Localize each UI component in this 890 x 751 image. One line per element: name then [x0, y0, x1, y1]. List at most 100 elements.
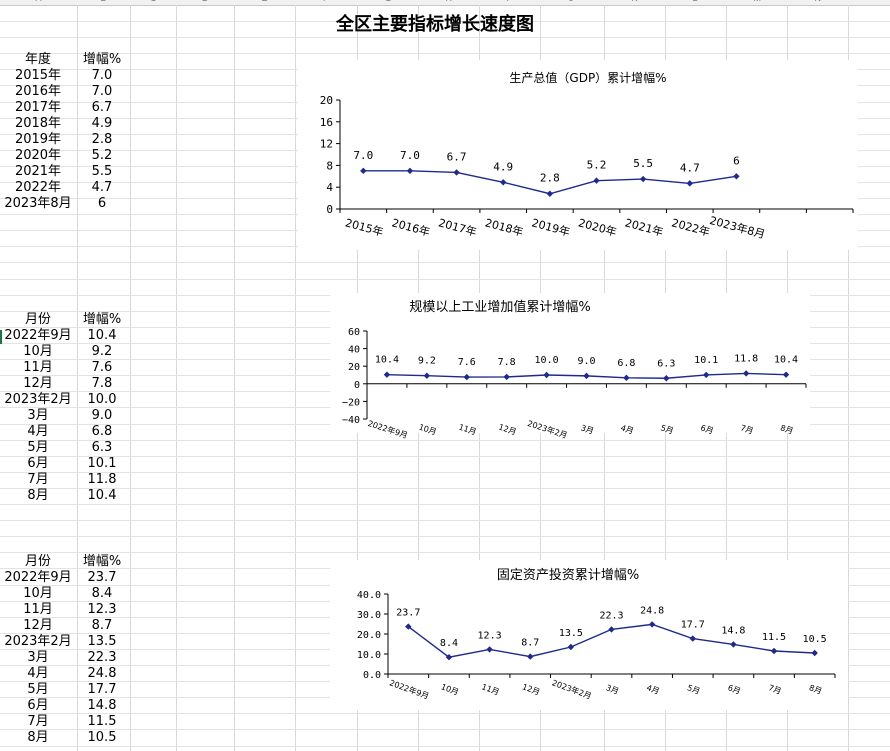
- table_gdp-value-cell[interactable]: 4.9: [91, 116, 113, 131]
- column-header-letter[interactable]: I: [507, 0, 510, 3]
- data-point-marker[interactable]: [782, 371, 790, 378]
- column-header-letter[interactable]: K: [632, 0, 638, 3]
- table_inv-label-cell[interactable]: 2023年2月: [4, 634, 72, 649]
- table_ind-value-cell[interactable]: 6.8: [91, 424, 113, 439]
- data-point-marker[interactable]: [383, 371, 391, 378]
- data-point-marker[interactable]: [593, 177, 600, 184]
- table_inv-label-cell[interactable]: 2022年9月: [4, 570, 72, 585]
- table_inv-label-cell[interactable]: 8月: [27, 730, 49, 745]
- table_inv-label-cell[interactable]: 3月: [27, 650, 49, 665]
- table_gdp-label-cell[interactable]: 2016年: [14, 84, 62, 99]
- table_inv-value-cell[interactable]: 17.7: [87, 682, 117, 697]
- data-point-marker[interactable]: [608, 626, 615, 633]
- column-header-letter[interactable]: F: [323, 0, 329, 3]
- column-header-letter[interactable]: G: [385, 0, 392, 3]
- data-point-marker[interactable]: [686, 180, 693, 187]
- data-point-marker[interactable]: [543, 371, 550, 379]
- column-header-letter[interactable]: D: [202, 0, 209, 3]
- table_inv-value-cell[interactable]: 13.5: [87, 634, 117, 649]
- table_inv-value-cell[interactable]: 8.4: [91, 586, 113, 601]
- data-point-marker[interactable]: [423, 372, 431, 379]
- column-header-letter[interactable]: A: [36, 0, 42, 3]
- column-header-letter[interactable]: M: [754, 0, 762, 3]
- table_ind-label-cell[interactable]: 8月: [27, 488, 49, 503]
- data-point-marker[interactable]: [811, 649, 818, 657]
- table_inv-value-cell[interactable]: 12.3: [87, 602, 117, 617]
- data-point-marker[interactable]: [406, 167, 414, 175]
- table_gdp-value-cell[interactable]: 7.0: [91, 84, 113, 99]
- column-header-letter[interactable]: H: [446, 0, 453, 3]
- data-point-marker[interactable]: [546, 190, 554, 197]
- table_ind-label-cell[interactable]: 7月: [27, 472, 49, 487]
- data-point-marker[interactable]: [486, 646, 493, 653]
- table-ind-header-growth[interactable]: 增幅%: [82, 312, 122, 327]
- table-inv-header-growth[interactable]: 增幅%: [82, 554, 122, 569]
- table_gdp-label-cell[interactable]: 2018年: [14, 116, 62, 131]
- table_inv-value-cell[interactable]: 22.3: [87, 650, 117, 665]
- table_ind-label-cell[interactable]: 3月: [27, 408, 49, 423]
- table_inv-label-cell[interactable]: 11月: [23, 602, 53, 617]
- data-point-marker[interactable]: [742, 370, 750, 377]
- table_ind-value-cell[interactable]: 6.3: [91, 440, 113, 455]
- data-point-marker[interactable]: [453, 169, 460, 176]
- data-point-marker[interactable]: [360, 167, 367, 175]
- chart-industrial[interactable]: 规模以上工业增加值累计增幅% −40 −20 0 20 40 60 2022年9月 10月 11月…: [330, 293, 810, 440]
- table_gdp-value-cell[interactable]: 2.8: [91, 132, 113, 147]
- table_ind-value-cell[interactable]: 7.8: [91, 376, 113, 391]
- table-gdp-header-growth[interactable]: 增幅%: [82, 52, 122, 67]
- table_gdp-value-cell[interactable]: 6: [97, 196, 107, 211]
- table_ind-label-cell[interactable]: 11月: [23, 360, 53, 375]
- table_ind-value-cell[interactable]: 9.0: [91, 408, 113, 423]
- table_ind-label-cell[interactable]: 4月: [27, 424, 49, 439]
- table_inv-label-cell[interactable]: 12月: [23, 618, 53, 633]
- column-header-letter[interactable]: L: [693, 0, 698, 3]
- table_ind-label-cell[interactable]: 2023年2月: [4, 392, 72, 407]
- table_inv-label-cell[interactable]: 5月: [27, 682, 49, 697]
- column-header-letter[interactable]: N: [815, 0, 822, 3]
- data-point-marker[interactable]: [463, 373, 470, 381]
- table_inv-label-cell[interactable]: 10月: [23, 586, 53, 601]
- data-point-marker[interactable]: [730, 641, 737, 648]
- table_gdp-value-cell[interactable]: 6.7: [91, 100, 113, 115]
- table_gdp-label-cell[interactable]: 2015年: [14, 68, 62, 83]
- data-point-marker[interactable]: [567, 643, 575, 651]
- data-point-marker[interactable]: [770, 647, 778, 655]
- table_ind-value-cell[interactable]: 9.2: [91, 344, 113, 359]
- data-point-marker[interactable]: [733, 173, 740, 180]
- column-header-letter[interactable]: E: [262, 0, 268, 3]
- table_ind-label-cell[interactable]: 5月: [27, 440, 49, 455]
- column-header-letter[interactable]: C: [150, 0, 157, 3]
- table_ind-value-cell[interactable]: 10.0: [87, 392, 117, 407]
- data-point-marker[interactable]: [663, 375, 670, 382]
- table_inv-label-cell[interactable]: 4月: [27, 666, 49, 681]
- table_inv-value-cell[interactable]: 8.7: [91, 618, 113, 633]
- data-point-marker[interactable]: [527, 653, 534, 660]
- table_ind-label-cell[interactable]: 6月: [27, 456, 49, 471]
- table_ind-value-cell[interactable]: 11.8: [87, 472, 117, 487]
- column-header-letter[interactable]: J: [569, 0, 574, 3]
- data-point-marker[interactable]: [703, 371, 710, 379]
- table_inv-value-cell[interactable]: 24.8: [87, 666, 117, 681]
- data-point-marker[interactable]: [503, 373, 510, 381]
- table_inv-value-cell[interactable]: 23.7: [87, 570, 117, 585]
- table_inv-label-cell[interactable]: 7月: [27, 714, 49, 729]
- data-point-marker[interactable]: [648, 621, 656, 628]
- data-point-marker[interactable]: [583, 372, 590, 380]
- table_inv-value-cell[interactable]: 14.8: [87, 698, 117, 713]
- table-ind-header-month[interactable]: 月份: [24, 312, 51, 327]
- table_inv-label-cell[interactable]: 6月: [27, 698, 49, 713]
- table_gdp-label-cell[interactable]: 2022年: [14, 180, 62, 195]
- data-point-marker[interactable]: [639, 175, 647, 183]
- column-header-letter[interactable]: B: [101, 0, 107, 3]
- table_ind-value-cell[interactable]: 7.6: [91, 360, 113, 375]
- data-point-marker[interactable]: [689, 635, 696, 642]
- table_gdp-label-cell[interactable]: 2020年: [14, 148, 62, 163]
- table_gdp-label-cell[interactable]: 2023年8月: [4, 196, 72, 211]
- table_ind-label-cell[interactable]: 12月: [23, 376, 53, 391]
- table_gdp-label-cell[interactable]: 2019年: [14, 132, 62, 147]
- table_ind-label-cell[interactable]: 10月: [23, 344, 53, 359]
- table_inv-value-cell[interactable]: 11.5: [87, 714, 117, 729]
- table_gdp-value-cell[interactable]: 7.0: [91, 68, 113, 83]
- table_ind-label-cell[interactable]: 2022年9月: [4, 328, 72, 343]
- table-inv-header-month[interactable]: 月份: [24, 554, 51, 569]
